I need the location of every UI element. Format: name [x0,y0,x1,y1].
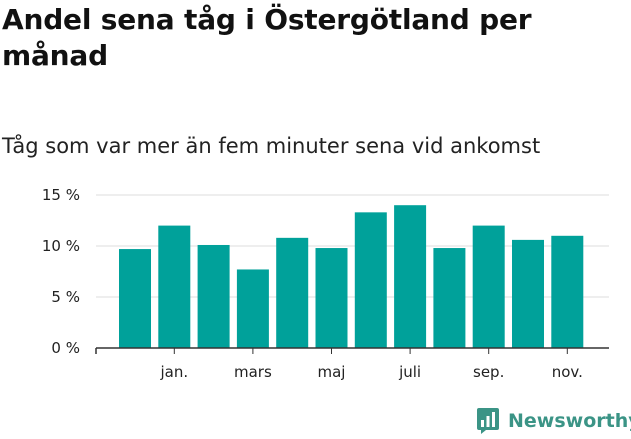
x-tick-label: maj [318,363,346,381]
bar-jan. [158,225,191,348]
x-tick-label: jan. [159,363,188,381]
x-tick-label: juli [398,363,421,381]
bar-maj [315,248,348,348]
y-tick-label: 15 % [42,186,80,204]
bar-aug. [433,248,466,348]
bar-nov. [551,235,584,348]
bar-mars [236,269,269,348]
y-tick-label: 0 % [51,339,80,357]
bar-juni [354,212,387,348]
x-tick-label: mars [234,363,272,381]
newsworthy-logo: Newsworthy [476,406,631,436]
newsworthy-icon [477,408,499,434]
x-tick-label: nov. [552,363,583,381]
bar-juli [394,205,427,348]
bar-okt. [512,239,544,348]
chart-subtitle: Tåg som var mer än fem minuter sena vid … [2,134,541,158]
bar-sep. [472,225,505,348]
chart-title: Andel sena tåg i Östergötland per månad [2,3,532,72]
bar-feb. [197,244,230,348]
y-tick-label: 10 % [42,237,80,255]
bar-apr. [276,237,309,348]
y-tick-label: 5 % [51,288,80,306]
bar-dec. [119,249,151,348]
x-tick-label: sep. [473,363,504,381]
brand-name: Newsworthy [508,410,631,432]
